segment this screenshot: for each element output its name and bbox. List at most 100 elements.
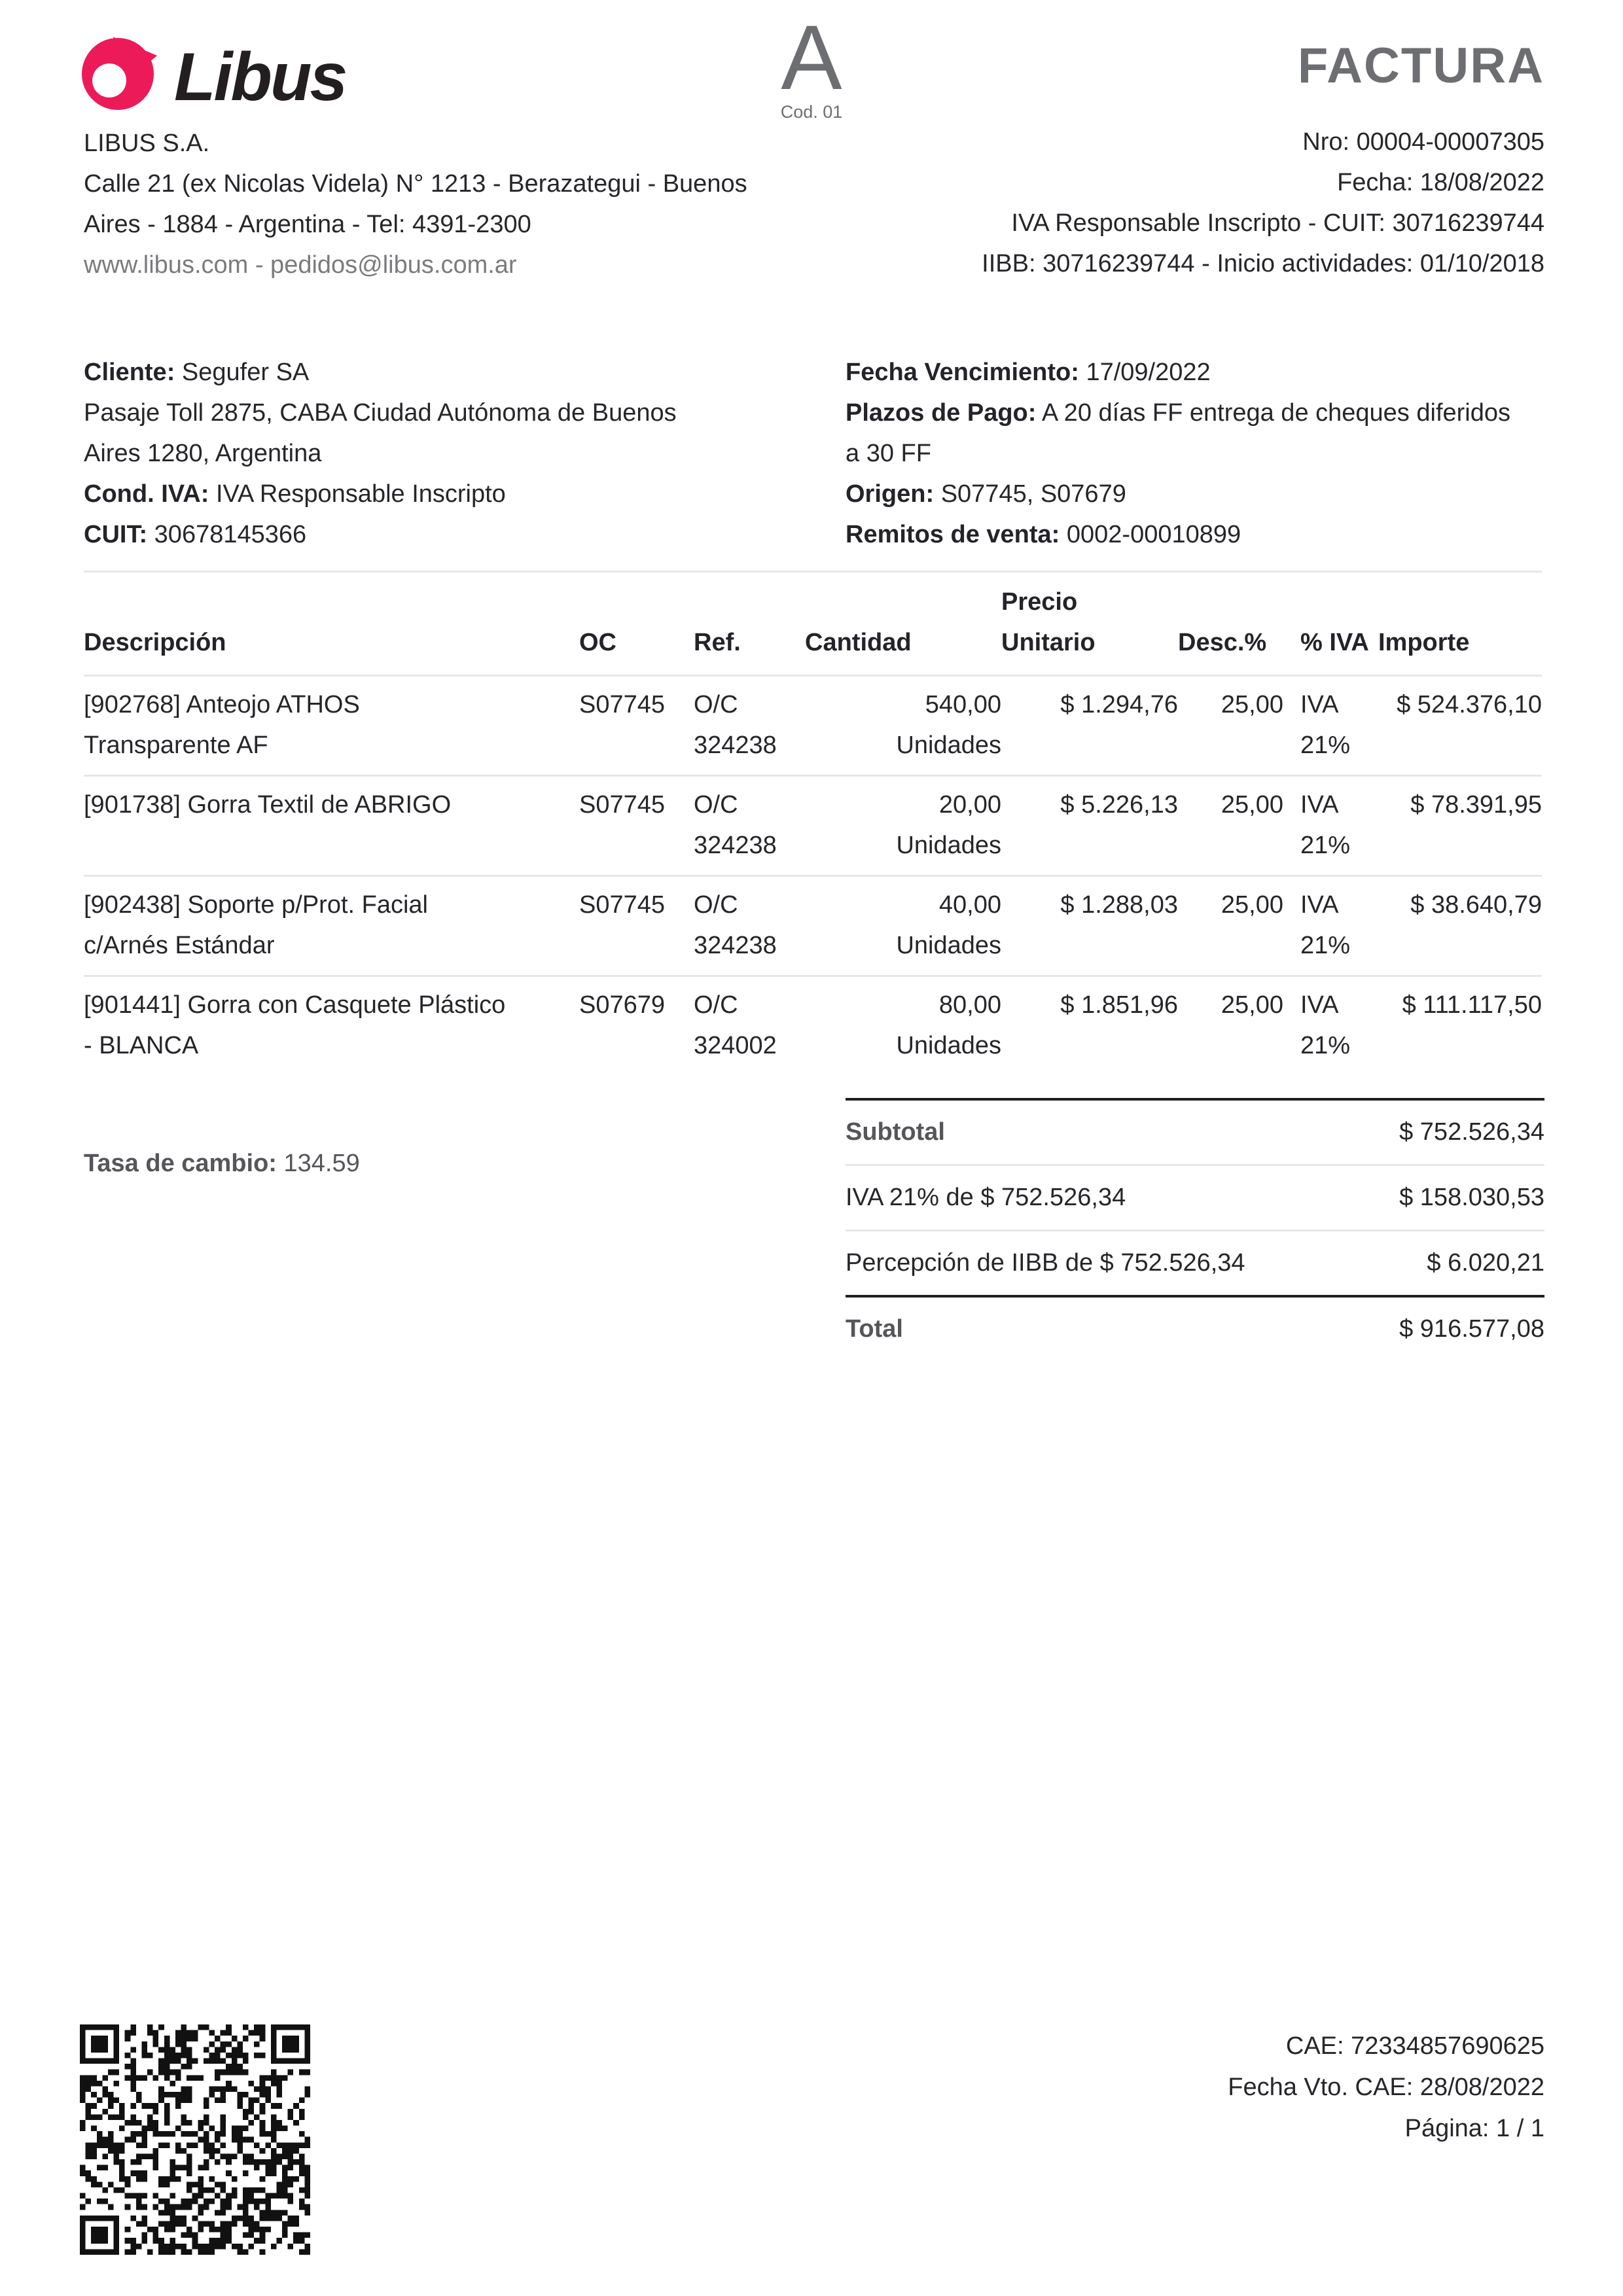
item-unit-price: $ 1.851,96 (1060, 991, 1178, 1019)
item-unit-price: $ 1.288,03 (1001, 875, 1178, 977)
libus-wordmark: Libus (174, 39, 348, 115)
item-oc: S07745 (579, 775, 694, 877)
item-discount: 25,00 (1178, 775, 1283, 877)
col-header-iva: % IVA (1283, 571, 1378, 677)
item-unit-price: $ 1.294,76 (1001, 675, 1178, 777)
client-iva: IVA Responsable Inscripto (215, 480, 506, 508)
invoice-date: Fecha: 18/08/2022 (1337, 169, 1544, 196)
item-amount: $ 524.376,10 (1378, 675, 1542, 777)
delivery-notes-label: Remitos de venta: (846, 521, 1060, 548)
page-title: FACTURA (1297, 38, 1544, 94)
item-quantity: 40,00 Unidades (805, 875, 1001, 977)
company-address: Calle 21 (ex Nicolas Videla) N° 1213 - B… (84, 170, 747, 238)
item-ref: O/C 324238 (694, 775, 805, 877)
client-name-line: Cliente: Segufer SA (84, 352, 791, 393)
client-label: Cliente: (84, 359, 175, 386)
exchange-rate-value: 134.59 (283, 1150, 360, 1177)
item-oc: S07745 (579, 675, 694, 777)
item-amount: $ 38.640,79 (1378, 875, 1542, 977)
subtotal-row: Subtotal $ 752.526,34 (846, 1098, 1544, 1164)
client-cuit: 30678145366 (154, 521, 307, 548)
invoice-type-code: Cod. 01 (780, 102, 843, 122)
col-header-desc-pct: Desc.% (1178, 571, 1283, 677)
delivery-notes: 0002-00010899 (1066, 521, 1241, 548)
percepcion-row: Percepción de IIBB de $ 752.526,34 $ 6.0… (846, 1229, 1544, 1295)
table-row: [901441] Gorra con Casquete Plástico - B… (84, 976, 1542, 1076)
item-iva: IVA 21% (1283, 775, 1378, 877)
company-info: LIBUS S.A. Calle 21 (ex Nicolas Videla) … (84, 123, 830, 285)
item-iva: IVA 21% (1283, 875, 1378, 977)
table-row: [901738] Gorra Textil de ABRIGO S07745 O… (84, 775, 1542, 877)
item-discount: 25,00 (1221, 991, 1283, 1019)
item-amount: $ 78.391,95 (1378, 775, 1542, 877)
total-label: Total (846, 1315, 903, 1343)
item-ref: O/C 324238 (694, 675, 805, 777)
due-date: 17/09/2022 (1086, 359, 1211, 386)
payment-terms-line: Plazos de Pago: A 20 días FF entrega de … (846, 393, 1565, 474)
client-cuit-line: CUIT: 30678145366 (84, 514, 791, 555)
item-iva: IVA 21% (1283, 675, 1378, 777)
company-name: LIBUS S.A. (84, 130, 210, 157)
client-name: Segufer SA (181, 359, 310, 386)
item-amount: $ 111.117,50 (1402, 991, 1542, 1019)
item-discount: 25,00 (1178, 675, 1283, 777)
due-date-line: Fecha Vencimiento: 17/09/2022 (846, 352, 1565, 393)
item-iva: IVA 21% (1300, 991, 1351, 1059)
exchange-rate-line: Tasa de cambio: 134.59 (84, 1150, 360, 1178)
cae-due-date: Fecha Vto. CAE: 28/08/2022 (1228, 2074, 1544, 2101)
item-quantity: 80,00 Unidades (896, 991, 1001, 1059)
table-row: [902768] Anteojo ATHOS Transparente AF S… (84, 675, 1542, 777)
item-description: [901738] Gorra Textil de ABRIGO (84, 775, 579, 877)
iva-row: IVA 21% de $ 752.526,34 $ 158.030,53 (846, 1164, 1544, 1229)
client-cuit-label: CUIT: (84, 521, 148, 548)
total-value: $ 916.577,08 (1399, 1315, 1544, 1343)
total-row: Total $ 916.577,08 (846, 1295, 1544, 1361)
invoice-type-letter: A (781, 6, 842, 109)
cae-number: CAE: 72334857690625 (1285, 2032, 1544, 2060)
subtotal-value: $ 752.526,34 (1399, 1118, 1544, 1146)
invoice-number: Nro: 00004-00007305 (1302, 128, 1544, 156)
brand-header: Libus (80, 34, 348, 115)
payment-info: Fecha Vencimiento: 17/09/2022 Plazos de … (846, 352, 1565, 555)
iva-label: IVA 21% de $ 752.526,34 (846, 1184, 1126, 1211)
invoice-type-box: A Cod. 01 (753, 6, 870, 122)
col-header-ref: Ref. (694, 571, 805, 677)
origin-label: Origen: (846, 480, 935, 508)
origin: S07745, S07679 (940, 480, 1126, 508)
libus-ring-icon (82, 37, 157, 110)
exchange-rate-label: Tasa de cambio: (84, 1150, 277, 1177)
item-oc: S07745 (579, 875, 694, 977)
item-oc: S07679 (579, 991, 666, 1019)
due-date-label: Fecha Vencimiento: (846, 359, 1079, 386)
items-table: Descripción OC Ref. Cantidad Precio Unit… (84, 571, 1542, 1075)
qr-code-icon (80, 2024, 310, 2255)
col-header-cantidad: Cantidad (805, 571, 1001, 677)
origin-line: Origen: S07745, S07679 (846, 474, 1565, 514)
client-address: Pasaje Toll 2875, CABA Ciudad Autónoma d… (84, 399, 677, 467)
percepcion-value: $ 6.020,21 (1427, 1249, 1544, 1277)
invoice-tax-status: IVA Responsable Inscripto - CUIT: 307162… (1011, 209, 1544, 237)
client-iva-label: Cond. IVA: (84, 480, 209, 508)
page-number: Página: 1 / 1 (1404, 2115, 1544, 2142)
col-header-descripcion: Descripción (84, 571, 579, 677)
company-contact: www.libus.com - pedidos@libus.com.ar (84, 251, 517, 279)
item-description: [901441] Gorra con Casquete Plástico - B… (84, 991, 506, 1059)
item-ref: O/C 324002 (694, 991, 777, 1059)
payment-terms-label: Plazos de Pago: (846, 399, 1037, 427)
delivery-notes-line: Remitos de venta: 0002-00010899 (846, 514, 1565, 555)
table-row: [902438] Soporte p/Prot. Facial c/Arnés … (84, 875, 1542, 977)
payment-terms: A 20 días FF entrega de cheques diferido… (846, 399, 1510, 467)
client-info: Cliente: Segufer SA Pasaje Toll 2875, CA… (84, 352, 791, 555)
percepcion-label: Percepción de IIBB de $ 752.526,34 (846, 1249, 1245, 1277)
item-ref: O/C 324238 (694, 875, 805, 977)
totals-table: Subtotal $ 752.526,34 IVA 21% de $ 752.5… (846, 1098, 1544, 1361)
invoice-iibb: IIBB: 30716239744 - Inicio actividades: … (982, 250, 1544, 277)
col-header-precio-unitario: Precio Unitario (1001, 571, 1178, 677)
item-discount: 25,00 (1178, 875, 1283, 977)
item-description: [902768] Anteojo ATHOS Transparente AF (84, 675, 579, 777)
item-quantity: 540,00 Unidades (805, 675, 1001, 777)
item-quantity: 20,00 Unidades (805, 775, 1001, 877)
footer-meta: CAE: 72334857690625 Fecha Vto. CAE: 28/0… (1228, 2026, 1544, 2149)
client-iva-line: Cond. IVA: IVA Responsable Inscripto (84, 474, 791, 514)
